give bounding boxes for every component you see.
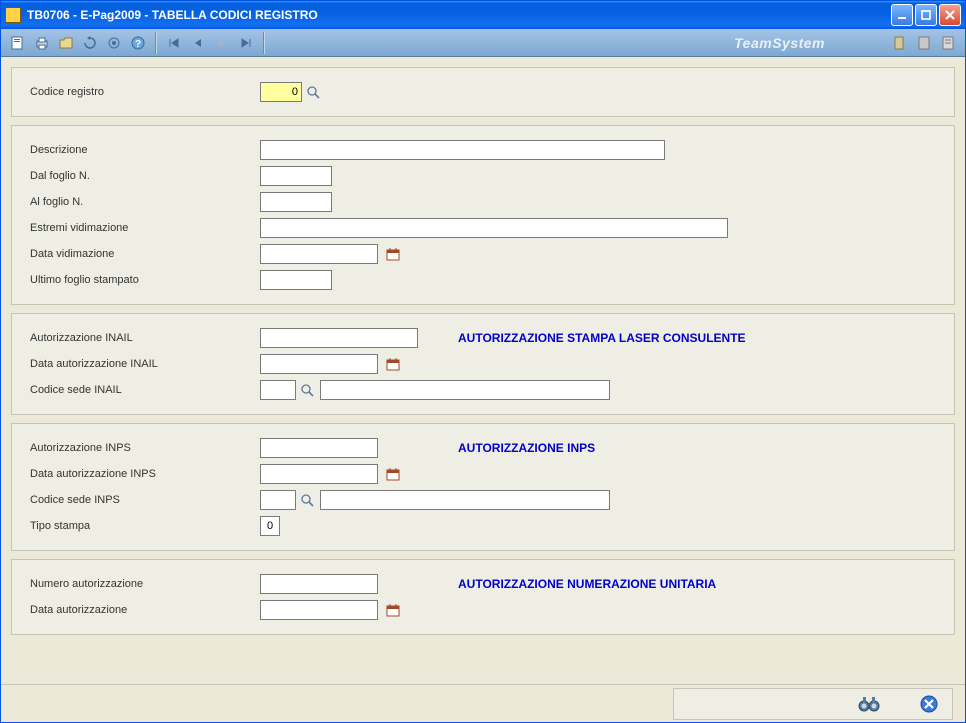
search-icon[interactable] bbox=[306, 85, 320, 99]
al-foglio-label: Al foglio N. bbox=[30, 196, 260, 208]
toolbar-folder-icon[interactable] bbox=[55, 32, 77, 54]
calendar-icon[interactable] bbox=[386, 603, 400, 617]
app-icon bbox=[5, 7, 21, 23]
al-foglio-input[interactable] bbox=[260, 192, 332, 212]
nav-prev-icon[interactable] bbox=[187, 32, 209, 54]
num-aut-input[interactable] bbox=[260, 574, 378, 594]
toolbar-refresh-icon[interactable] bbox=[79, 32, 101, 54]
toolbar-new-icon[interactable] bbox=[7, 32, 29, 54]
panel-inail: Autorizzazione INAIL AUTORIZZAZIONE STAM… bbox=[11, 313, 955, 415]
titlebar: TB0706 - E-Pag2009 - TABELLA CODICI REGI… bbox=[1, 1, 965, 29]
codice-registro-label: Codice registro bbox=[30, 86, 260, 98]
descrizione-label: Descrizione bbox=[30, 144, 260, 156]
dal-foglio-label: Dal foglio N. bbox=[30, 170, 260, 182]
svg-text:?: ? bbox=[135, 39, 141, 50]
aut-inps-input[interactable] bbox=[260, 438, 378, 458]
cod-sede-inps-desc-input[interactable] bbox=[320, 490, 610, 510]
toolbar: ? TeamSystem bbox=[1, 29, 965, 57]
cod-sede-inail-code-input[interactable] bbox=[260, 380, 296, 400]
toolbar-separator bbox=[263, 32, 265, 54]
aut-inps-label: Autorizzazione INPS bbox=[30, 442, 260, 454]
panel-numerazione: Numero autorizzazione AUTORIZZAZIONE NUM… bbox=[11, 559, 955, 635]
minimize-button[interactable] bbox=[891, 4, 913, 26]
data-aut-inps-label: Data autorizzazione INPS bbox=[30, 468, 260, 480]
cod-sede-inps-label: Codice sede INPS bbox=[30, 494, 260, 506]
section-title-inail: AUTORIZZAZIONE STAMPA LASER CONSULENTE bbox=[458, 331, 746, 345]
app-window: TB0706 - E-Pag2009 - TABELLA CODICI REGI… bbox=[0, 0, 966, 723]
nav-last-icon[interactable] bbox=[235, 32, 257, 54]
calendar-icon[interactable] bbox=[386, 357, 400, 371]
aut-inail-label: Autorizzazione INAIL bbox=[30, 332, 260, 344]
toolbar-settings-icon[interactable] bbox=[103, 32, 125, 54]
content-area: Codice registro Descrizione Dal foglio N… bbox=[1, 57, 965, 684]
data-vidimazione-input[interactable] bbox=[260, 244, 378, 264]
ultimo-foglio-input[interactable] bbox=[260, 270, 332, 290]
tipo-stampa-input[interactable] bbox=[260, 516, 280, 536]
ultimo-foglio-label: Ultimo foglio stampato bbox=[30, 274, 260, 286]
binoculars-icon[interactable] bbox=[858, 695, 880, 713]
codice-registro-input[interactable] bbox=[260, 82, 302, 102]
close-action-icon[interactable] bbox=[920, 695, 938, 713]
toolbar-help-icon[interactable]: ? bbox=[127, 32, 149, 54]
data-aut-inps-input[interactable] bbox=[260, 464, 378, 484]
panel-descrizione: Descrizione Dal foglio N. Al foglio N. E… bbox=[11, 125, 955, 305]
estremi-label: Estremi vidimazione bbox=[30, 222, 260, 234]
cod-sede-inail-desc-input[interactable] bbox=[320, 380, 610, 400]
window-controls bbox=[891, 4, 961, 26]
search-icon[interactable] bbox=[300, 383, 314, 397]
toolbar-print-icon[interactable] bbox=[31, 32, 53, 54]
num-aut-label: Numero autorizzazione bbox=[30, 578, 260, 590]
tipo-stampa-label: Tipo stampa bbox=[30, 520, 260, 532]
dal-foglio-input[interactable] bbox=[260, 166, 332, 186]
descrizione-input[interactable] bbox=[260, 140, 665, 160]
section-title-inps: AUTORIZZAZIONE INPS bbox=[458, 441, 595, 455]
data-aut-input[interactable] bbox=[260, 600, 378, 620]
cod-sede-inps-code-input[interactable] bbox=[260, 490, 296, 510]
nav-first-icon[interactable] bbox=[163, 32, 185, 54]
maximize-button[interactable] bbox=[915, 4, 937, 26]
cod-sede-inail-label: Codice sede INAIL bbox=[30, 384, 260, 396]
panel-inps: Autorizzazione INPS AUTORIZZAZIONE INPS … bbox=[11, 423, 955, 551]
status-panel bbox=[673, 688, 953, 720]
nav-next-icon[interactable] bbox=[211, 32, 233, 54]
data-vidimazione-label: Data vidimazione bbox=[30, 248, 260, 260]
search-icon[interactable] bbox=[300, 493, 314, 507]
calendar-icon[interactable] bbox=[386, 247, 400, 261]
close-button[interactable] bbox=[939, 4, 961, 26]
data-aut-inail-label: Data autorizzazione INAIL bbox=[30, 358, 260, 370]
toolbar-right1-icon[interactable] bbox=[889, 32, 911, 54]
brand-label: TeamSystem bbox=[734, 35, 825, 51]
aut-inail-input[interactable] bbox=[260, 328, 418, 348]
toolbar-right2-icon[interactable] bbox=[913, 32, 935, 54]
window-title: TB0706 - E-Pag2009 - TABELLA CODICI REGI… bbox=[27, 8, 891, 22]
statusbar bbox=[1, 684, 965, 722]
data-aut-inail-input[interactable] bbox=[260, 354, 378, 374]
panel-codice-registro: Codice registro bbox=[11, 67, 955, 117]
toolbar-separator bbox=[155, 32, 157, 54]
data-aut-label: Data autorizzazione bbox=[30, 604, 260, 616]
toolbar-right3-icon[interactable] bbox=[937, 32, 959, 54]
section-title-numerazione: AUTORIZZAZIONE NUMERAZIONE UNITARIA bbox=[458, 577, 716, 591]
calendar-icon[interactable] bbox=[386, 467, 400, 481]
estremi-input[interactable] bbox=[260, 218, 728, 238]
